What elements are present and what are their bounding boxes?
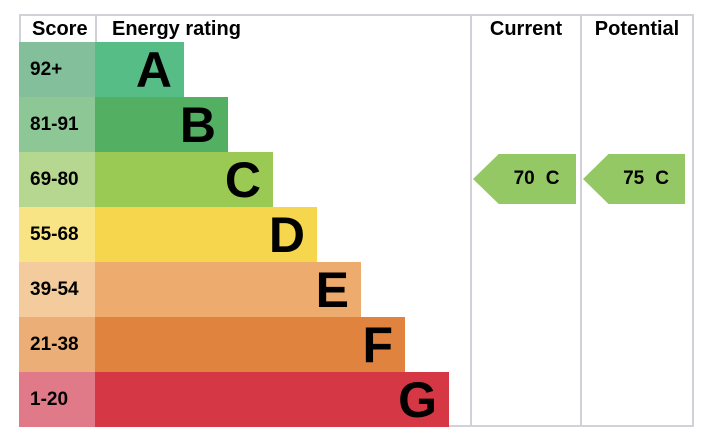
band-score-range: 21-38	[19, 317, 95, 372]
score-column-divider	[95, 16, 97, 42]
band-score-range: 55-68	[19, 207, 95, 262]
rating-band-row: 92+ A	[19, 42, 470, 97]
rating-table: Score Energy rating Current Potential 92…	[19, 14, 694, 427]
band-score-range: 92+	[19, 42, 95, 97]
band-score-range: 39-54	[19, 262, 95, 317]
potential-rating-letter: C	[655, 168, 669, 189]
rating-band-row: 81-91 B	[19, 97, 470, 152]
rating-band-row: 1-20 G	[19, 372, 470, 427]
rating-bands: 92+ A 81-91 B 69-80 C 55-68 D 39-54 E 21…	[19, 42, 470, 427]
current-column-divider	[470, 16, 472, 425]
current-rating-score: 70	[513, 168, 535, 189]
band-bar: C	[95, 152, 273, 207]
band-bar: E	[95, 262, 361, 317]
band-score-range: 69-80	[19, 152, 95, 207]
band-score-range: 81-91	[19, 97, 95, 152]
energy-rating-column-header: Energy rating	[112, 17, 241, 40]
current-column-header: Current	[489, 17, 563, 40]
band-bar: B	[95, 97, 228, 152]
potential-rating-score: 75	[623, 168, 645, 189]
score-column-header: Score	[32, 17, 88, 40]
potential-rating-arrow: 75 C	[583, 154, 685, 204]
rating-band-row: 21-38 F	[19, 317, 470, 372]
current-rating-arrow: 70 C	[473, 154, 576, 204]
band-bar: F	[95, 317, 405, 372]
band-bar: G	[95, 372, 449, 427]
table-right-border	[692, 16, 694, 425]
potential-column-divider	[580, 16, 582, 425]
header-left-border	[19, 16, 21, 42]
band-score-range: 1-20	[19, 372, 95, 427]
band-bar: A	[95, 42, 184, 97]
current-rating-letter: C	[545, 168, 560, 189]
band-bar: D	[95, 207, 317, 262]
rating-band-row: 69-80 C	[19, 152, 470, 207]
rating-band-row: 39-54 E	[19, 262, 470, 317]
rating-band-row: 55-68 D	[19, 207, 470, 262]
potential-column-header: Potential	[594, 17, 680, 40]
